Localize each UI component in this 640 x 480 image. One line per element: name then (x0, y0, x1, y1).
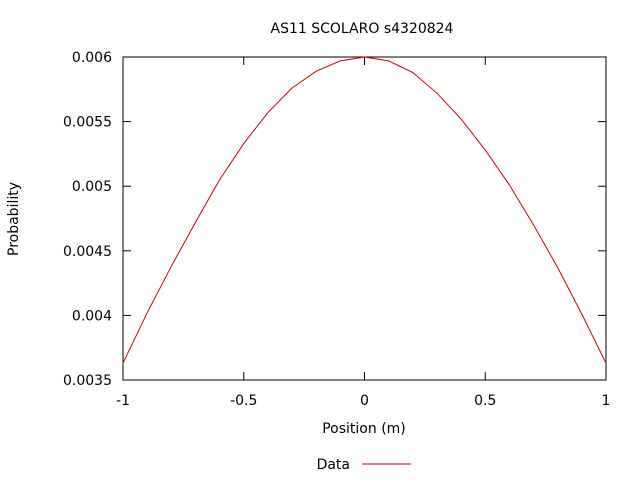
legend: Data (317, 457, 411, 473)
y-tick-label: 0.0055 (63, 115, 112, 131)
y-tick-label: 0.006 (72, 50, 112, 66)
y-tick-label: 0.0035 (63, 373, 112, 389)
series-line-data (122, 56, 607, 364)
legend-label: Data (317, 457, 350, 473)
y-tick-label: 0.004 (72, 308, 112, 324)
y-tick-label: 0.0045 (63, 244, 112, 260)
y-tick-label: 0.005 (72, 179, 112, 195)
x-axis-label: Position (m) (322, 421, 406, 437)
x-tick-label: -0.5 (230, 393, 257, 409)
chart-title: AS11 SCOLARO s4320824 (271, 21, 454, 37)
axis-ticks: -1 -0.5 0 0.5 1 0.0035 0.004 0.0045 0.005 0.0055 0… (63, 50, 610, 409)
x-tick-label: 0 (360, 393, 369, 409)
x-tick-label: -1 (116, 393, 130, 409)
x-tick-label: 1 (602, 393, 611, 409)
series-layer (122, 56, 607, 364)
x-tick-label: 0.5 (474, 393, 496, 409)
y-axis-label: Probability (6, 182, 22, 256)
plot-frame (122, 56, 607, 381)
